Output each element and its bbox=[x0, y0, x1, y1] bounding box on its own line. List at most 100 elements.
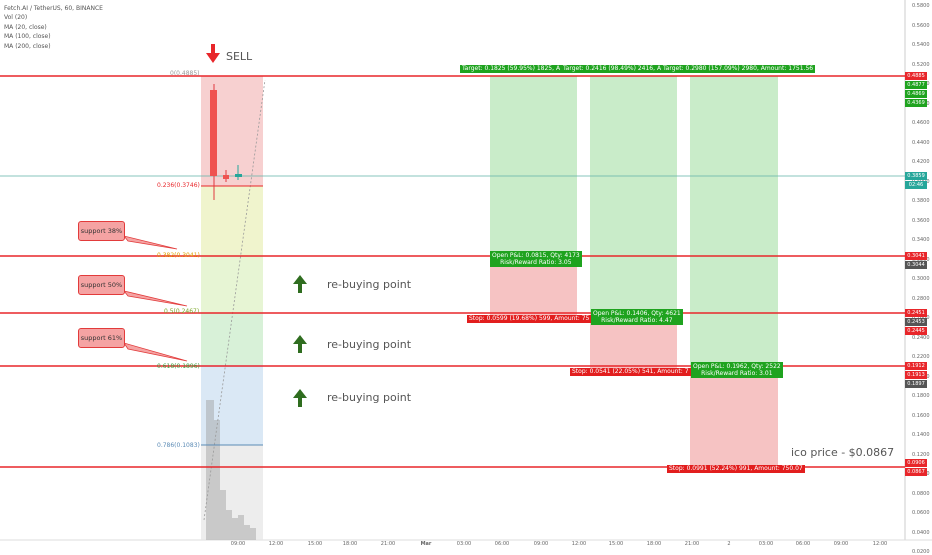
price-box-4869: 0.4869 bbox=[905, 90, 927, 98]
support-callout-50[interactable]: support 50% bbox=[78, 275, 125, 295]
indicator-ma200[interactable]: MA (200, close) bbox=[4, 42, 51, 50]
callout-pointer-50 bbox=[122, 290, 188, 307]
price-box-1897: 0.1897 bbox=[905, 380, 927, 388]
fib-zone-5-618 bbox=[201, 313, 263, 365]
price-box-0867: 0.0867 bbox=[905, 468, 927, 476]
pnl-box-2[interactable]: Open P&L: 0.1406, Qty: 4621 Risk/Reward … bbox=[591, 309, 683, 325]
time-tick: 03:00 bbox=[456, 541, 472, 547]
rebuy-arrow-icon-2 bbox=[293, 335, 307, 353]
price-tick: 0.4600 bbox=[912, 120, 930, 126]
price-box-4877: 0.4877 bbox=[905, 81, 927, 89]
sell-label: SELL bbox=[226, 50, 253, 63]
price-box-4885: 0.4885 bbox=[905, 72, 927, 80]
price-box-1913: 0.1913 bbox=[905, 371, 927, 379]
price-box-time: 02:46 bbox=[905, 181, 927, 189]
time-tick: 06:00 bbox=[494, 541, 510, 547]
time-tick: 06:00 bbox=[795, 541, 811, 547]
rebuy-label-3: re-buying point bbox=[327, 391, 412, 404]
price-tick: 0.1800 bbox=[912, 393, 930, 399]
fib-label-786: 0.786(0.1083) bbox=[157, 442, 200, 449]
price-tick: 0.4200 bbox=[912, 159, 930, 165]
price-tick: 0.0800 bbox=[912, 490, 930, 497]
price-tick: 0.1600 bbox=[912, 412, 930, 419]
stop-tag-2[interactable]: Stop: 0.0541 (22.05%) 541, Amount: 7 bbox=[570, 368, 691, 376]
time-tick: 18:00 bbox=[646, 541, 662, 547]
price-box-2451: 0.2451 bbox=[905, 309, 927, 317]
time-tick: 12:00 bbox=[268, 541, 284, 547]
pnl-box-3[interactable]: Open P&L: 0.1962, Qty: 2522 Risk/Reward … bbox=[691, 362, 783, 378]
rebuy-label-1: re-buying point bbox=[327, 278, 412, 291]
time-tick: 15:00 bbox=[608, 541, 624, 547]
fib-zone-236-382 bbox=[201, 186, 263, 256]
fib-label-382: 0.382(0.3041) bbox=[157, 252, 200, 259]
time-tick: 18:00 bbox=[342, 541, 358, 547]
time-tick: 15:00 bbox=[307, 541, 323, 547]
support-callout-38[interactable]: support 38% bbox=[78, 221, 125, 241]
price-box-3859: 0.3859 bbox=[905, 172, 927, 180]
price-tick: 0.0600 bbox=[912, 510, 930, 516]
pnl-1-line1: Open P&L: 0.0815, Qty: 4173 bbox=[492, 252, 580, 259]
price-tick: 0.5800 bbox=[912, 3, 930, 9]
chart-legend: Fetch.AI / TetherUS, 60, BINANCE Vol (20… bbox=[4, 4, 103, 51]
time-tick: Mar bbox=[420, 541, 432, 547]
candle-body-green bbox=[235, 174, 242, 177]
time-tick: 12:00 bbox=[571, 541, 587, 547]
price-box-3041: 0.3041 bbox=[905, 252, 927, 260]
time-tick: 09:00 bbox=[833, 541, 849, 547]
fib-zone-382-5 bbox=[201, 256, 263, 313]
rebuy-arrow-icon-3 bbox=[293, 389, 307, 407]
price-box-4369: 0.4369 bbox=[905, 99, 927, 107]
price-tick: 0.3400 bbox=[912, 237, 930, 243]
pnl-box-1[interactable]: Open P&L: 0.0815, Qty: 4173 Risk/Reward … bbox=[490, 251, 582, 267]
trade3-stop-zone bbox=[690, 366, 778, 467]
price-tick: 0.5200 bbox=[912, 61, 930, 68]
price-box-1912: 0.1912 bbox=[905, 362, 927, 370]
pnl-2-line1: Open P&L: 0.1406, Qty: 4621 bbox=[593, 310, 681, 317]
indicator-vol[interactable]: Vol (20) bbox=[4, 14, 28, 22]
stop-tag-3[interactable]: Stop: 0.0991 (52.24%) 991, Amount: 750.0… bbox=[667, 465, 805, 473]
target-tag-2[interactable]: Target: 0.2416 (98.49%) 2416, A bbox=[561, 65, 664, 73]
support-callout-61[interactable]: support 61% bbox=[78, 328, 125, 348]
price-box-3044: 0.3044 bbox=[905, 261, 927, 269]
fib-label-618: 0.618(0.1896) bbox=[157, 363, 200, 370]
price-tick: 0.2400 bbox=[912, 334, 930, 341]
target-tag-1[interactable]: Target: 0.1825 (59.95%) 1825, A bbox=[460, 65, 563, 73]
time-tick: 09:00 bbox=[533, 541, 549, 547]
price-box-2453: 0.2453 bbox=[905, 318, 927, 326]
trade2-target-zone bbox=[590, 76, 677, 313]
callout-pointer-61 bbox=[123, 342, 188, 362]
pnl-2-line2: Risk/Reward Ratio: 4.47 bbox=[601, 317, 673, 324]
price-tick: 0.3000 bbox=[912, 276, 930, 282]
price-tick: 0.0400 bbox=[912, 529, 930, 536]
rebuy-arrow-icon-1 bbox=[293, 275, 307, 293]
volume-bars bbox=[206, 400, 256, 540]
fib-zone-618-786 bbox=[201, 365, 263, 445]
sell-arrow-icon bbox=[206, 44, 220, 63]
time-tick: 09:00 bbox=[230, 541, 246, 547]
price-tick: 0.1200 bbox=[912, 451, 930, 458]
time-tick: 21:00 bbox=[684, 541, 700, 547]
price-tick: 0.5600 bbox=[912, 22, 930, 29]
price-box-0906: 0.0906 bbox=[905, 459, 927, 467]
price-box-2445: 0.2445 bbox=[905, 327, 927, 335]
price-tick: 0.4400 bbox=[912, 139, 930, 146]
time-tick: 12:00 bbox=[872, 541, 888, 547]
indicator-ma100[interactable]: MA (100, close) bbox=[4, 33, 51, 41]
target-tag-3[interactable]: Target: 0.2980 (157.09%) 2980, Amount: 1… bbox=[661, 65, 816, 73]
fib-label-236: 0.236(0.3746) bbox=[157, 182, 200, 189]
fib-label-0: 0(0.4885) bbox=[170, 70, 200, 77]
fib-label-5: 0.5(0.2467) bbox=[164, 308, 200, 315]
time-tick: 2 bbox=[727, 541, 731, 547]
indicator-ma20[interactable]: MA (20, close) bbox=[4, 23, 47, 31]
rebuy-label-2: re-buying point bbox=[327, 338, 412, 351]
stop-tag-1[interactable]: Stop: 0.0599 (19.68%) 599, Amount: 75 bbox=[467, 315, 592, 323]
symbol-title[interactable]: Fetch.AI / TetherUS, 60, BINANCE bbox=[4, 5, 103, 12]
price-tick: 0.1400 bbox=[912, 432, 930, 438]
ico-price-label: ico price - $0.0867 bbox=[791, 446, 895, 459]
price-tick: 0.3600 bbox=[912, 217, 930, 224]
trade1-target-zone bbox=[490, 76, 577, 255]
price-tick: 0.2800 bbox=[912, 295, 930, 302]
time-tick: 03:00 bbox=[758, 541, 774, 547]
